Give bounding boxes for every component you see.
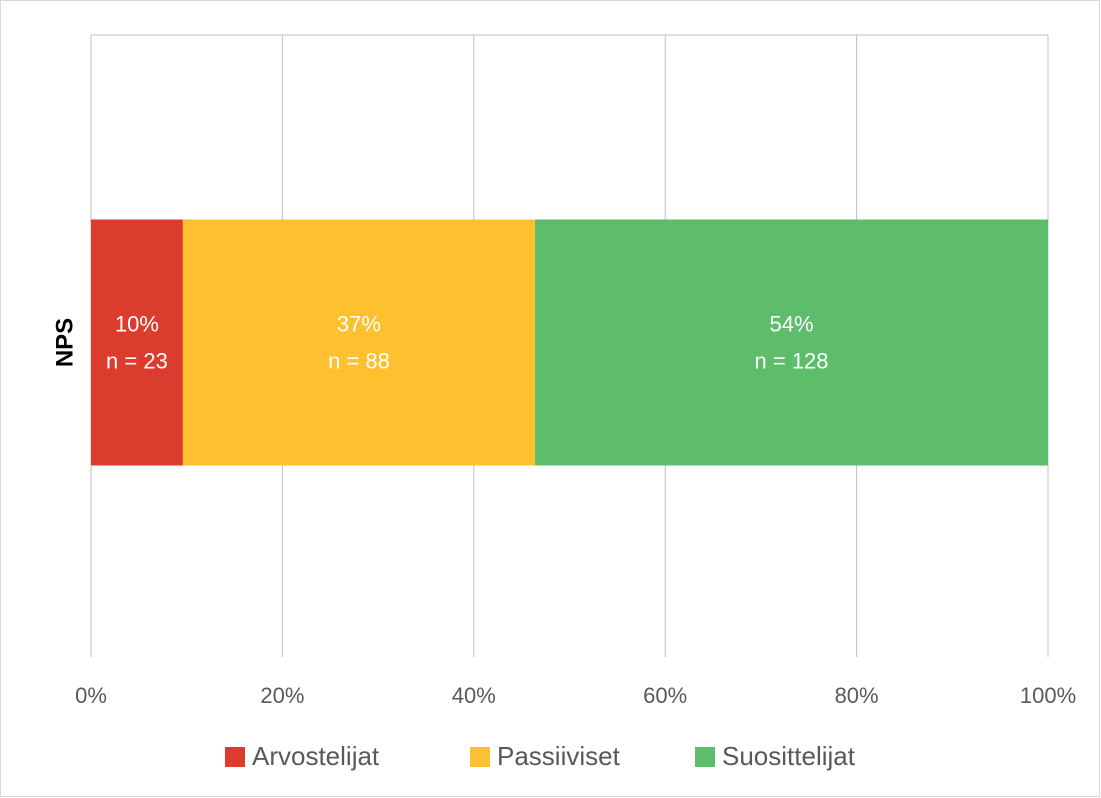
x-tick-label: 60% xyxy=(643,683,687,708)
count-label: n = 88 xyxy=(328,348,390,373)
legend-label: Arvostelijat xyxy=(252,741,380,771)
data-label: 37% xyxy=(337,311,381,336)
legend-swatch xyxy=(470,747,490,767)
x-tick-label: 80% xyxy=(835,683,879,708)
x-tick-label: 40% xyxy=(452,683,496,708)
legend-swatch xyxy=(695,747,715,767)
legend-swatch xyxy=(225,747,245,767)
x-tick-label: 20% xyxy=(260,683,304,708)
bar-segment xyxy=(535,219,1048,466)
count-label: n = 128 xyxy=(755,348,829,373)
data-label: 10% xyxy=(115,311,159,336)
bar-segment xyxy=(182,219,536,466)
data-label: 54% xyxy=(770,311,814,336)
legend-label: Passiiviset xyxy=(497,741,621,771)
x-tick-label: 0% xyxy=(75,683,107,708)
x-tick-label: 100% xyxy=(1020,683,1076,708)
count-label: n = 23 xyxy=(106,348,168,373)
category-label: NPS xyxy=(51,318,78,367)
legend-label: Suosittelijat xyxy=(722,741,856,771)
bar-segment xyxy=(91,219,183,466)
